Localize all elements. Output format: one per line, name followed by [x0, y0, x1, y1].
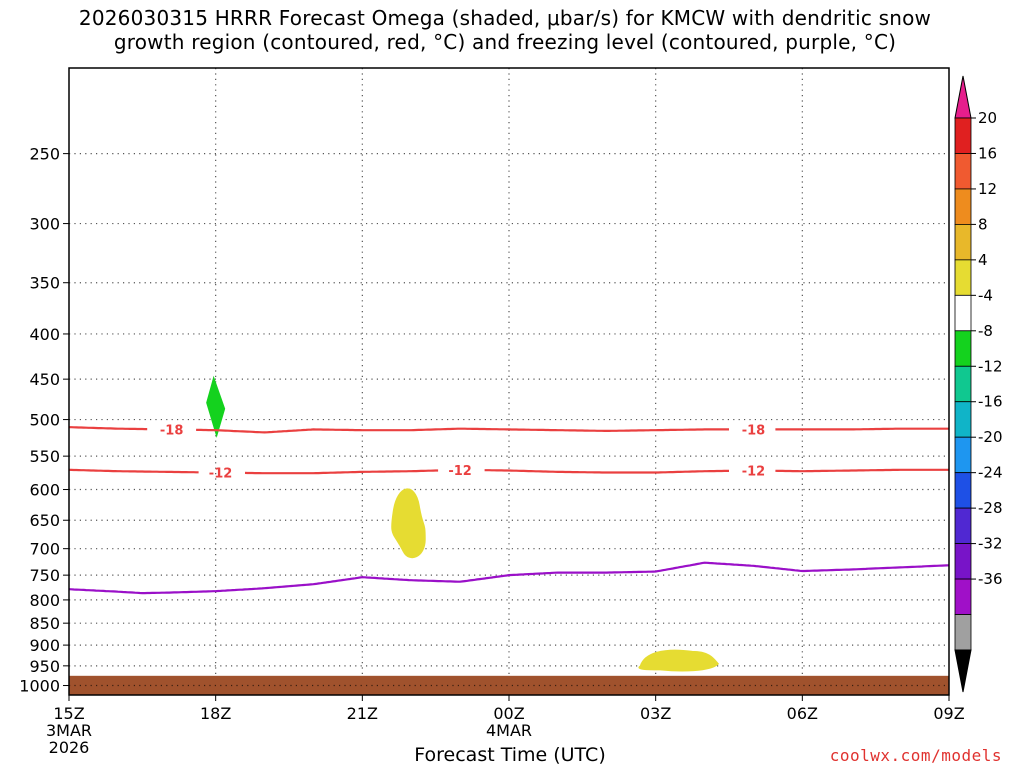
x-tick-label: 06Z: [787, 704, 818, 723]
contour-line-0: [775, 427, 949, 431]
y-tick-label: 450: [29, 370, 60, 389]
x-tick-label: 15Z: [53, 704, 84, 723]
contour-line-1: [775, 468, 949, 473]
colorbar-swatch: [954, 578, 972, 615]
colorbar-label: -36: [978, 570, 1003, 588]
site-credit[interactable]: coolwx.com/models: [829, 746, 1002, 765]
y-tick-label: 600: [29, 481, 60, 500]
colorbar-label: 4: [978, 251, 988, 269]
colorbar-label: -28: [978, 499, 1003, 517]
contour-label: -12: [742, 465, 766, 480]
colorbar-swatch: [954, 614, 972, 651]
colorbar-label: -4: [978, 286, 993, 304]
y-tick-label: 650: [29, 511, 60, 530]
contour-line-1: [244, 469, 439, 475]
chart-title-line-2: growth region (contoured, red, °C) and f…: [113, 30, 897, 54]
chart-title: 2026030315 HRRR Forecast Omega (shaded, …: [0, 6, 1010, 54]
y-tick-label: 250: [29, 145, 60, 164]
colorbar-swatch: [954, 543, 972, 580]
x-tick-date: 3MAR: [46, 721, 92, 740]
colorbar-swatch: [954, 153, 972, 190]
colorbar-swatch: [954, 259, 972, 296]
chart-title-line-1: 2026030315 HRRR Forecast Omega (shaded, …: [78, 6, 932, 30]
y-tick-label: 750: [29, 566, 60, 585]
x-axis-title: Forecast Time (UTC): [414, 744, 606, 766]
colorbar-label: 16: [978, 144, 997, 162]
contour-line-0: [69, 426, 148, 431]
y-tick-label: 500: [29, 411, 60, 430]
colorbar-swatch: [954, 436, 972, 474]
colorbar-swatch: [954, 472, 972, 509]
y-tick-label: 850: [29, 614, 60, 633]
contour-label: -18: [742, 423, 766, 438]
contour-line-2: [68, 561, 950, 595]
x-tick-label: 21Z: [347, 704, 378, 723]
colorbar-label: 8: [978, 215, 988, 233]
omega-shade-2: [638, 649, 720, 672]
contour-line-1: [484, 469, 729, 474]
y-tick-label: 900: [29, 636, 60, 655]
colorbar-top-arrow: [954, 75, 972, 119]
colorbar-label: -16: [978, 393, 1003, 411]
x-tick-label: 03Z: [640, 704, 671, 723]
colorbar-label: 12: [978, 180, 997, 198]
x-tick-label: 09Z: [933, 704, 964, 723]
y-tick-label: 1000: [19, 677, 60, 696]
colorbar-swatch: [954, 330, 972, 367]
colorbar-label: -8: [978, 322, 993, 340]
contour-label: -12: [209, 467, 233, 482]
colorbar-bottom-arrow: [954, 649, 972, 693]
colorbar-label: -20: [978, 428, 1003, 446]
x-tick-label: 18Z: [200, 704, 231, 723]
x-tick-label: 00Z: [493, 704, 524, 723]
colorbar-label: 20: [978, 109, 997, 127]
contour-label: -18: [160, 423, 184, 438]
y-tick-label: 300: [29, 215, 60, 234]
y-tick-label: 350: [29, 274, 60, 293]
colorbar-label: -12: [978, 357, 1003, 375]
contour-line-1: [68, 468, 199, 474]
y-tick-label: 950: [29, 657, 60, 676]
omega-shade-1: [391, 488, 426, 559]
colorbar-label: -24: [978, 464, 1003, 482]
contour-label: -12: [448, 464, 472, 479]
contour-line-0: [196, 427, 729, 434]
y-tick-label: 400: [29, 325, 60, 344]
y-tick-label: 700: [29, 540, 60, 559]
omega-shade-0: [206, 375, 226, 438]
colorbar-label: -32: [978, 535, 1003, 553]
below-ground-fill: [69, 675, 949, 695]
x-tick-year: 2026: [49, 738, 90, 757]
colorbar-swatch: [954, 507, 972, 544]
colorbar-swatch: [954, 294, 972, 332]
colorbar-swatch: [954, 401, 972, 438]
colorbar-swatch: [954, 188, 972, 225]
x-tick-date: 4MAR: [486, 721, 532, 740]
y-tick-label: 800: [29, 591, 60, 610]
colorbar-swatch: [954, 365, 972, 403]
colorbar-swatch: [954, 117, 972, 154]
y-tick-label: 550: [29, 447, 60, 466]
colorbar-swatch: [954, 223, 972, 261]
